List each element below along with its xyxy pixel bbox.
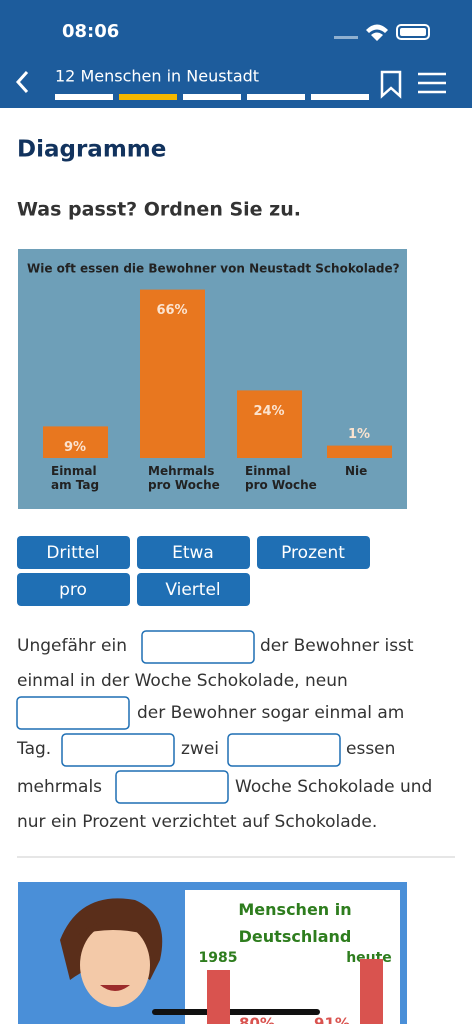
category-label-box: Einmal pro Woche [245,464,317,492]
exercise-text: nur ein Prozent verzichtet auf Schokolad… [17,812,377,832]
value-label: 24% [253,404,284,419]
category-label: Einmal am Tag [51,464,100,492]
bar [237,390,302,458]
value-label: 1% [348,427,370,442]
exercise-text: einmal in der Woche Schokolade, neun [17,671,348,691]
chart-title: Wie oft essen die Bewohner von Neustadt … [27,262,400,276]
blank[interactable] [61,733,175,767]
status-time: 08:06 [62,21,119,42]
card-value: 91% [314,1015,350,1024]
exercise-text: Woche Schokolade und [235,777,432,797]
category-label-box: Einmal am Tag [51,464,100,492]
word-label: Etwa [172,543,214,563]
card-title-box: Menschen in Deutschland [238,900,352,946]
word-button[interactable] [17,573,130,606]
word-label: Viertel [165,580,220,600]
illustration [60,898,163,1007]
word-button[interactable] [17,536,130,569]
exercise-text: mehrmals [17,777,102,797]
progress [55,94,369,100]
word-label: Drittel [46,543,99,563]
blank[interactable] [227,733,341,767]
menu[interactable] [418,72,446,94]
exercise-text: der Bewohner sogar einmal am [137,703,404,723]
exercise-text: essen [346,739,395,759]
value-label: 66% [156,303,187,318]
blank[interactable] [141,630,255,664]
card-bar [360,959,383,1024]
value-label: 9% [64,440,86,455]
category-label: Einmal pro Woche [245,464,317,492]
category-label-box: Nie [345,464,368,478]
header-title: 12 Menschen in Neustadt [55,67,259,86]
bar [140,289,205,458]
bar [43,426,108,458]
instruction: Was passt? Ordnen Sie zu. [17,199,301,221]
exercise-text: Tag. [16,739,51,759]
bar [327,445,392,458]
category-label: Mehrmals pro Woche [148,464,220,492]
card-value: 80% [239,1015,275,1024]
chart-bg [18,249,407,509]
card-title: Menschen in Deutschland [238,900,352,946]
blank[interactable] [115,770,229,804]
word-button[interactable] [257,536,370,569]
status-icons [334,24,430,41]
back-button[interactable] [15,70,29,94]
bookmark[interactable] [380,70,402,99]
card-label: 1985 [199,950,238,966]
word-label: Prozent [281,543,345,563]
exercise-text: der Bewohner isst [260,636,414,656]
word-button[interactable] [137,536,250,569]
exercise-text: Ungefähr ein [17,636,127,656]
word-button[interactable] [137,573,250,606]
exercise-text: zwei [181,739,219,759]
word-label: pro [59,580,87,600]
card-bar [207,970,230,1024]
category-label-box: Mehrmals pro Woche [148,464,220,492]
home-indicator [152,1009,320,1015]
heading: Diagramme [17,137,166,163]
blank[interactable] [16,696,130,730]
category-label: Nie [345,464,368,478]
